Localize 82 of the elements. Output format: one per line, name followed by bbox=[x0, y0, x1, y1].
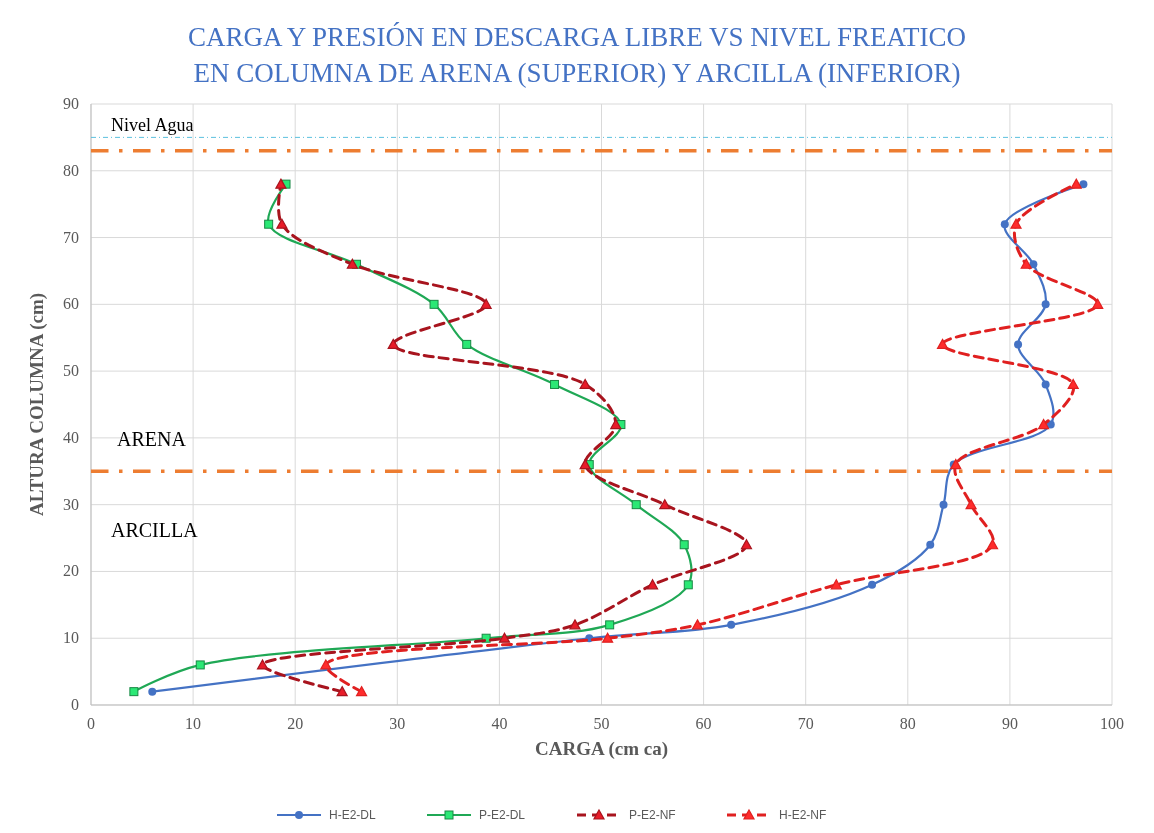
y-tick-label: 30 bbox=[63, 495, 79, 513]
point bbox=[387, 338, 399, 349]
point bbox=[579, 459, 591, 470]
point bbox=[569, 619, 581, 630]
point bbox=[195, 660, 205, 670]
legend-label: H-E2-NF bbox=[779, 808, 827, 822]
point bbox=[1020, 258, 1032, 269]
point bbox=[480, 298, 492, 309]
x-tick-label: 80 bbox=[899, 715, 916, 732]
ref-line-label: Nivel Agua bbox=[111, 115, 194, 136]
point bbox=[691, 619, 704, 630]
point bbox=[429, 299, 439, 309]
point bbox=[965, 499, 977, 510]
point bbox=[1000, 220, 1009, 229]
point bbox=[275, 178, 287, 189]
x-tick-label: 60 bbox=[695, 715, 712, 732]
point bbox=[830, 579, 842, 590]
point bbox=[276, 218, 288, 229]
point bbox=[926, 540, 935, 549]
point bbox=[1041, 300, 1050, 309]
point bbox=[129, 687, 139, 697]
x-tick-label: 90 bbox=[1001, 715, 1018, 732]
legend-label: P-E2-NF bbox=[629, 808, 676, 822]
y-tick-label: 90 bbox=[63, 95, 79, 112]
annotation: ARCILLA bbox=[111, 519, 199, 541]
y-tick-label: 70 bbox=[63, 228, 79, 246]
point bbox=[320, 659, 332, 670]
point bbox=[610, 418, 622, 430]
chart-title: CARGA Y PRESIÓN EN DESCARGA LIBRE VS NIVEL FREATICO EN COLUMNA DE ARENA (SUPERIOR) Y ARCILLA (INFERIOR) bbox=[187, 22, 967, 88]
x-axis-title: CARGA (cm ca) bbox=[535, 738, 668, 760]
y-tick-label: 80 bbox=[63, 161, 79, 179]
point bbox=[936, 338, 949, 349]
y-tick-label: 40 bbox=[63, 428, 79, 446]
y-tick-label: 60 bbox=[63, 295, 79, 313]
x-tick-label: 100 bbox=[1100, 715, 1124, 732]
x-tick-label: 0 bbox=[87, 715, 95, 732]
point bbox=[939, 500, 948, 509]
point bbox=[950, 459, 962, 470]
point bbox=[336, 686, 348, 697]
legend-label: H-E2-DL bbox=[329, 808, 376, 822]
point bbox=[1029, 260, 1038, 269]
point bbox=[602, 632, 614, 643]
legend-label: P-E2-DL bbox=[479, 808, 526, 822]
y-tick-label: 10 bbox=[63, 629, 79, 647]
point bbox=[1046, 420, 1055, 429]
point bbox=[727, 620, 736, 629]
point bbox=[740, 539, 753, 550]
point bbox=[1070, 178, 1082, 189]
point bbox=[679, 540, 689, 550]
point bbox=[550, 379, 560, 389]
point bbox=[1010, 218, 1022, 229]
point bbox=[605, 620, 615, 630]
point bbox=[1014, 340, 1023, 349]
y-tick-label: 50 bbox=[63, 362, 79, 380]
point bbox=[498, 632, 511, 643]
point bbox=[264, 219, 274, 229]
point bbox=[1067, 378, 1079, 390]
point bbox=[1041, 380, 1050, 389]
x-tick-label: 50 bbox=[593, 715, 610, 732]
x-tick-label: 20 bbox=[287, 715, 304, 732]
point bbox=[579, 378, 591, 390]
x-tick-label: 70 bbox=[797, 715, 814, 732]
y-tick-label: 20 bbox=[63, 562, 79, 580]
point bbox=[683, 580, 693, 590]
x-tick-label: 10 bbox=[185, 715, 202, 732]
point bbox=[1037, 418, 1050, 430]
annotation: ARENA bbox=[117, 428, 187, 450]
point bbox=[631, 500, 641, 510]
point bbox=[659, 499, 671, 510]
point bbox=[355, 686, 368, 697]
x-tick-label: 30 bbox=[389, 715, 406, 732]
y-axis-title: ALTURA COLUMNA (cm) bbox=[26, 292, 48, 517]
point bbox=[868, 580, 877, 589]
point bbox=[346, 258, 358, 269]
point bbox=[256, 659, 269, 670]
point bbox=[1092, 298, 1104, 309]
point bbox=[646, 579, 659, 590]
point bbox=[462, 339, 472, 349]
x-tick-label: 40 bbox=[491, 715, 508, 732]
point bbox=[986, 539, 999, 550]
y-tick-label: 0 bbox=[71, 696, 79, 713]
point bbox=[148, 687, 157, 696]
